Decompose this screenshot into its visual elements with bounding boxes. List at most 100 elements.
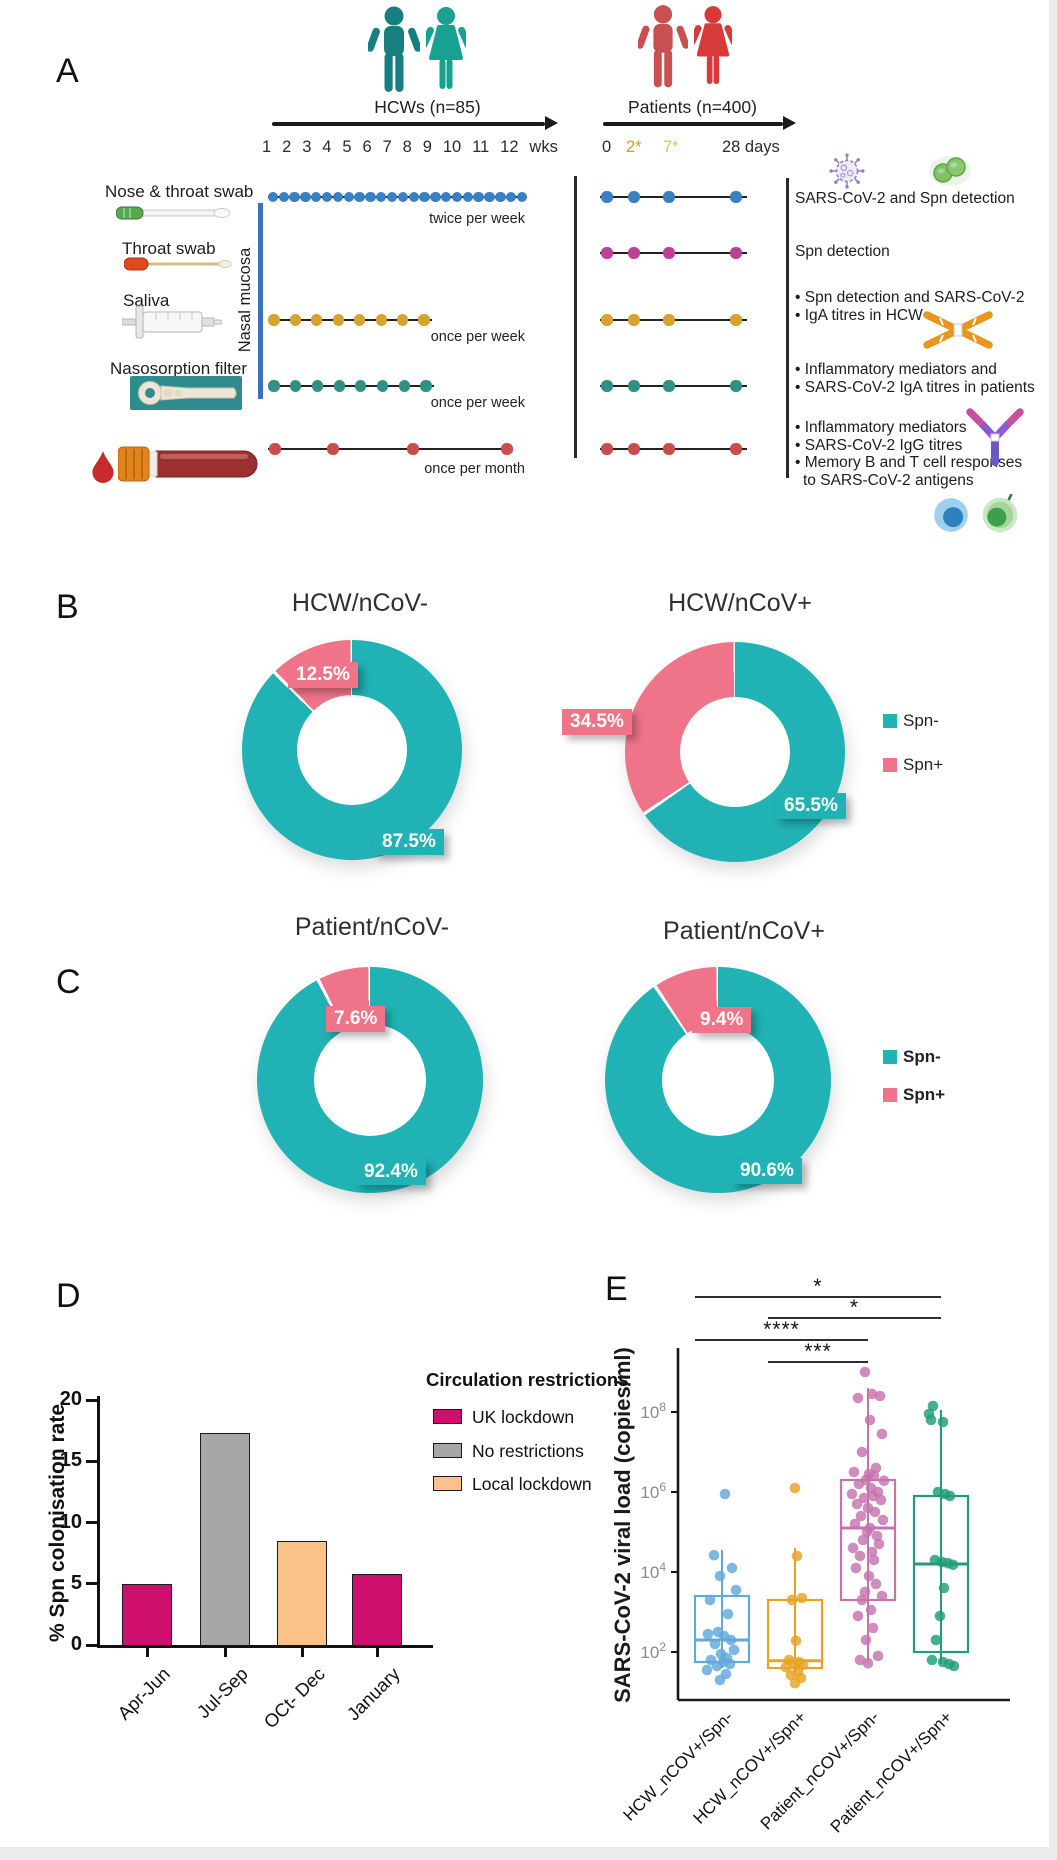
- e-data-point: [869, 1506, 881, 1518]
- d-legend-label: Local lockdown: [472, 1474, 592, 1494]
- sample-timepoint-dot: [396, 314, 409, 326]
- e-data-point: [877, 1514, 889, 1526]
- e-y-ticklabel: 104: [640, 1560, 666, 1582]
- e-data-point: [704, 1594, 716, 1606]
- spn-negative-swatch: [883, 714, 897, 728]
- panel-label-a: A: [56, 52, 79, 90]
- e-data-point: [848, 1466, 860, 1478]
- d-y-ticklabel: 15: [59, 1449, 82, 1472]
- e-data-point: [788, 1657, 800, 1669]
- sample-timepoint-dot: [730, 443, 742, 455]
- d-y-axis: [97, 1396, 100, 1648]
- chart-title: Patient/nCoV-: [294, 913, 450, 941]
- d-legend-swatch: [433, 1476, 462, 1491]
- e-data-point: [852, 1392, 864, 1404]
- d-legend-title: Circulation restrictions: [426, 1369, 629, 1390]
- e-data-point: [858, 1492, 870, 1504]
- hcw-timeline-arrow: [272, 122, 545, 126]
- week-tick: 10: [442, 138, 462, 156]
- sample-timepoint-dot: [278, 191, 290, 203]
- week-tick: wks: [529, 138, 558, 156]
- patient-cohort-title: Patients (n=400): [628, 97, 757, 117]
- sample-timepoint-dot: [290, 380, 302, 392]
- t-cell-icon: [982, 494, 1018, 533]
- hcw-timeline-line: [268, 195, 527, 199]
- e-data-point: [870, 1462, 882, 1474]
- week-tick: 8: [402, 138, 412, 156]
- e-data-point: [850, 1562, 862, 1574]
- day-tick: 0: [602, 138, 612, 156]
- e-y-axis-label: SARS-CoV-2 viral load (copies/ml): [610, 1347, 635, 1703]
- donut-percentage-label: 34.5%: [562, 709, 632, 735]
- sample-timepoint-dot: [628, 314, 640, 326]
- sample-timepoint-dot: [267, 191, 279, 203]
- d-y-ticklabel: 0: [70, 1633, 82, 1655]
- e-data-point: [864, 1414, 876, 1426]
- sample-timepoint-dot: [354, 314, 366, 326]
- e-data-point: [790, 1635, 802, 1647]
- spn-positive-swatch: [883, 758, 897, 772]
- throat-swab-icon: [124, 257, 232, 271]
- page-edge-bottom: [0, 1847, 1057, 1860]
- sample-timepoint-dot: [663, 191, 675, 203]
- e-significance-stars: *: [850, 1296, 859, 1319]
- sample-timepoint-dot: [311, 191, 322, 203]
- nasal-mucosa-label: Nasal mucosa: [236, 247, 254, 353]
- week-tick: 4: [322, 138, 332, 156]
- e-data-point: [852, 1610, 864, 1622]
- e-data-point: [861, 1526, 873, 1538]
- sample-timepoint-dot: [268, 314, 280, 326]
- sample-timepoint-dot: [327, 443, 339, 455]
- patient-timeline-arrowhead-icon: [783, 116, 796, 130]
- sample-timepoint-dot: [300, 191, 311, 203]
- sample-timepoint-dot: [628, 247, 640, 259]
- donut-percentage-label: 12.5%: [288, 662, 358, 688]
- sample-timepoint-dot: [730, 191, 742, 203]
- sample-timepoint-dot: [663, 314, 675, 326]
- sample-timepoint-dot: [333, 380, 345, 392]
- donut-hole: [680, 697, 790, 807]
- panel-label-e: E: [605, 1270, 628, 1308]
- e-data-point: [724, 1658, 736, 1670]
- sampling-frequency-label: once per month: [424, 461, 525, 477]
- e-data-point: [866, 1388, 878, 1400]
- week-tick: 12: [500, 138, 519, 156]
- hcw-people-icons: [368, 6, 466, 94]
- week-tick: 2: [282, 138, 292, 156]
- e-data-point: [867, 1622, 879, 1634]
- sars-cov-2-virus-icon: [829, 153, 865, 189]
- sample-timepoint-dot: [730, 314, 742, 326]
- sample-timepoint-dot: [311, 380, 324, 392]
- e-data-point: [854, 1550, 866, 1562]
- donut-hole: [297, 695, 407, 805]
- e-data-point: [847, 1542, 859, 1554]
- sample-timepoint-dot: [462, 191, 474, 203]
- d-y-tickmark: [86, 1521, 98, 1524]
- e-data-point: [791, 1550, 803, 1562]
- assay-annotation-line: to SARS-CoV-2 antigens: [803, 471, 974, 489]
- sample-timepoint-dot: [407, 443, 419, 455]
- iga-antibody-icon: [923, 311, 993, 349]
- e-data-point: [872, 1650, 884, 1662]
- nose-throat-swab-icon: [116, 206, 231, 220]
- patient-male-icon: [638, 5, 688, 88]
- d-x-tickmark: [223, 1648, 227, 1657]
- assay-annotation-line: • SARS-CoV-2 IgA titres in patients: [795, 378, 1035, 396]
- d-y-tickmark: [86, 1582, 98, 1586]
- sample-timepoint-dot: [268, 380, 280, 392]
- week-tick: 1: [262, 138, 272, 156]
- e-data-point: [714, 1674, 726, 1686]
- sample-timepoint-dot: [332, 314, 344, 326]
- d-x-tickmark: [300, 1648, 304, 1657]
- e-data-point: [934, 1610, 946, 1622]
- sample-timepoint-dot: [663, 380, 675, 392]
- d-x-tickmark: [375, 1648, 379, 1657]
- hcw-timeline-arrowhead-icon: [545, 116, 558, 130]
- d-y-tickmark: [86, 1459, 98, 1463]
- sample-timepoint-dot: [730, 380, 742, 392]
- b-cell-icon: [934, 498, 968, 532]
- e-data-point: [725, 1634, 737, 1646]
- e-data-point: [944, 1490, 956, 1502]
- e-data-point: [796, 1592, 808, 1604]
- donut-percentage-label: 7.6%: [326, 1006, 386, 1032]
